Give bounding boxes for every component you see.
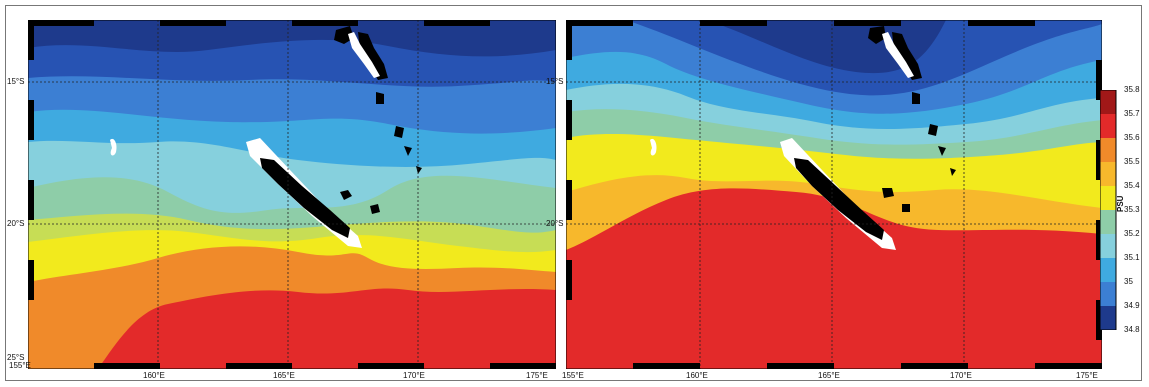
colorbar-swatch-35.1	[1100, 234, 1116, 258]
new-caledonia-island	[260, 158, 350, 238]
colorbar-tick-3: 35.5	[1124, 157, 1140, 166]
left-lon-label-0: 155°E	[9, 361, 31, 370]
figure-frame: 155°E 160°E 165°E 170°E 175°E 15°S 20°S …	[5, 5, 1142, 381]
colorbar-tick-8: 35	[1124, 277, 1133, 286]
colorbar-swatch-35.6	[1100, 114, 1116, 138]
vanuatu-island-2	[358, 32, 388, 80]
axis-bar-top	[28, 20, 490, 26]
axis-bar-left	[566, 20, 572, 300]
right-lon-label-1: 160°E	[686, 371, 708, 380]
loyalty-islands	[340, 190, 380, 214]
vanuatu-island-3	[912, 92, 956, 176]
loyalty-islands	[882, 188, 910, 212]
salinity-colorbar	[1100, 90, 1117, 330]
left-lat-label-2: 25°S	[7, 353, 25, 362]
colorbar-tick-6: 35.2	[1124, 229, 1140, 238]
vanuatu-island-3	[376, 92, 422, 174]
colorbar-tick-2: 35.6	[1124, 133, 1140, 142]
graticule	[28, 20, 556, 369]
colorbar-tick-1: 35.7	[1124, 109, 1140, 118]
colorbar-tick-0: 35.8	[1124, 85, 1140, 94]
left-salinity-map	[28, 20, 556, 369]
axis-bar-right	[1096, 60, 1102, 340]
colorbar-tick-7: 35.1	[1124, 253, 1140, 262]
colorbar-swatch-34.9	[1100, 282, 1116, 306]
colorbar-unit-label: PSU	[1116, 195, 1125, 212]
reef-fragment	[650, 138, 657, 156]
axis-bar-bottom	[94, 363, 556, 369]
left-lon-label-1: 160°E	[143, 371, 165, 380]
graticule	[566, 20, 1102, 369]
vanuatu-coast	[348, 32, 380, 78]
colorbar-tick-10: 34.8	[1124, 325, 1140, 334]
left-lon-label-4: 175°E	[526, 371, 548, 380]
colorbar-tick-4: 35.4	[1124, 181, 1140, 190]
right-lon-label-4: 175°E	[1076, 371, 1098, 380]
sss-level-35.7	[98, 288, 556, 369]
colorbar-swatch-35.4	[1100, 162, 1116, 186]
colorbar-swatch-35.5	[1100, 138, 1116, 162]
vanuatu-island-1	[868, 26, 886, 44]
axis-bar-left	[28, 20, 34, 300]
right-lon-label-0: 155°E	[562, 371, 584, 380]
left-lat-label-1: 20°S	[7, 219, 25, 228]
right-lat-label-1: 20°S	[546, 219, 564, 228]
colorbar-swatch-35.2	[1100, 210, 1116, 234]
left-lon-label-3: 170°E	[403, 371, 425, 380]
right-salinity-map	[566, 20, 1102, 369]
left-lon-label-2: 165°E	[273, 371, 295, 380]
right-lon-label-3: 170°E	[950, 371, 972, 380]
left-lat-label-0: 15°S	[7, 77, 25, 86]
colorbar-swatch-35.3	[1100, 186, 1116, 210]
right-lat-label-0: 15°S	[546, 77, 564, 86]
colorbar-tick-9: 34.9	[1124, 301, 1140, 310]
new-caledonia-island	[794, 158, 884, 240]
colorbar-swatch-35.0	[1100, 258, 1116, 282]
reef-fragment	[110, 138, 117, 156]
axis-bar-bottom	[633, 363, 1102, 369]
vanuatu-island-2	[892, 32, 922, 80]
colorbar-swatch-34.8	[1100, 306, 1116, 330]
vanuatu-island-1	[334, 26, 354, 44]
right-lon-label-2: 165°E	[818, 371, 840, 380]
colorbar-swatch-35.7	[1100, 90, 1116, 114]
axis-bar-top	[566, 20, 1035, 26]
colorbar-tick-5: 35.3	[1124, 205, 1140, 214]
vanuatu-coast	[882, 32, 914, 78]
